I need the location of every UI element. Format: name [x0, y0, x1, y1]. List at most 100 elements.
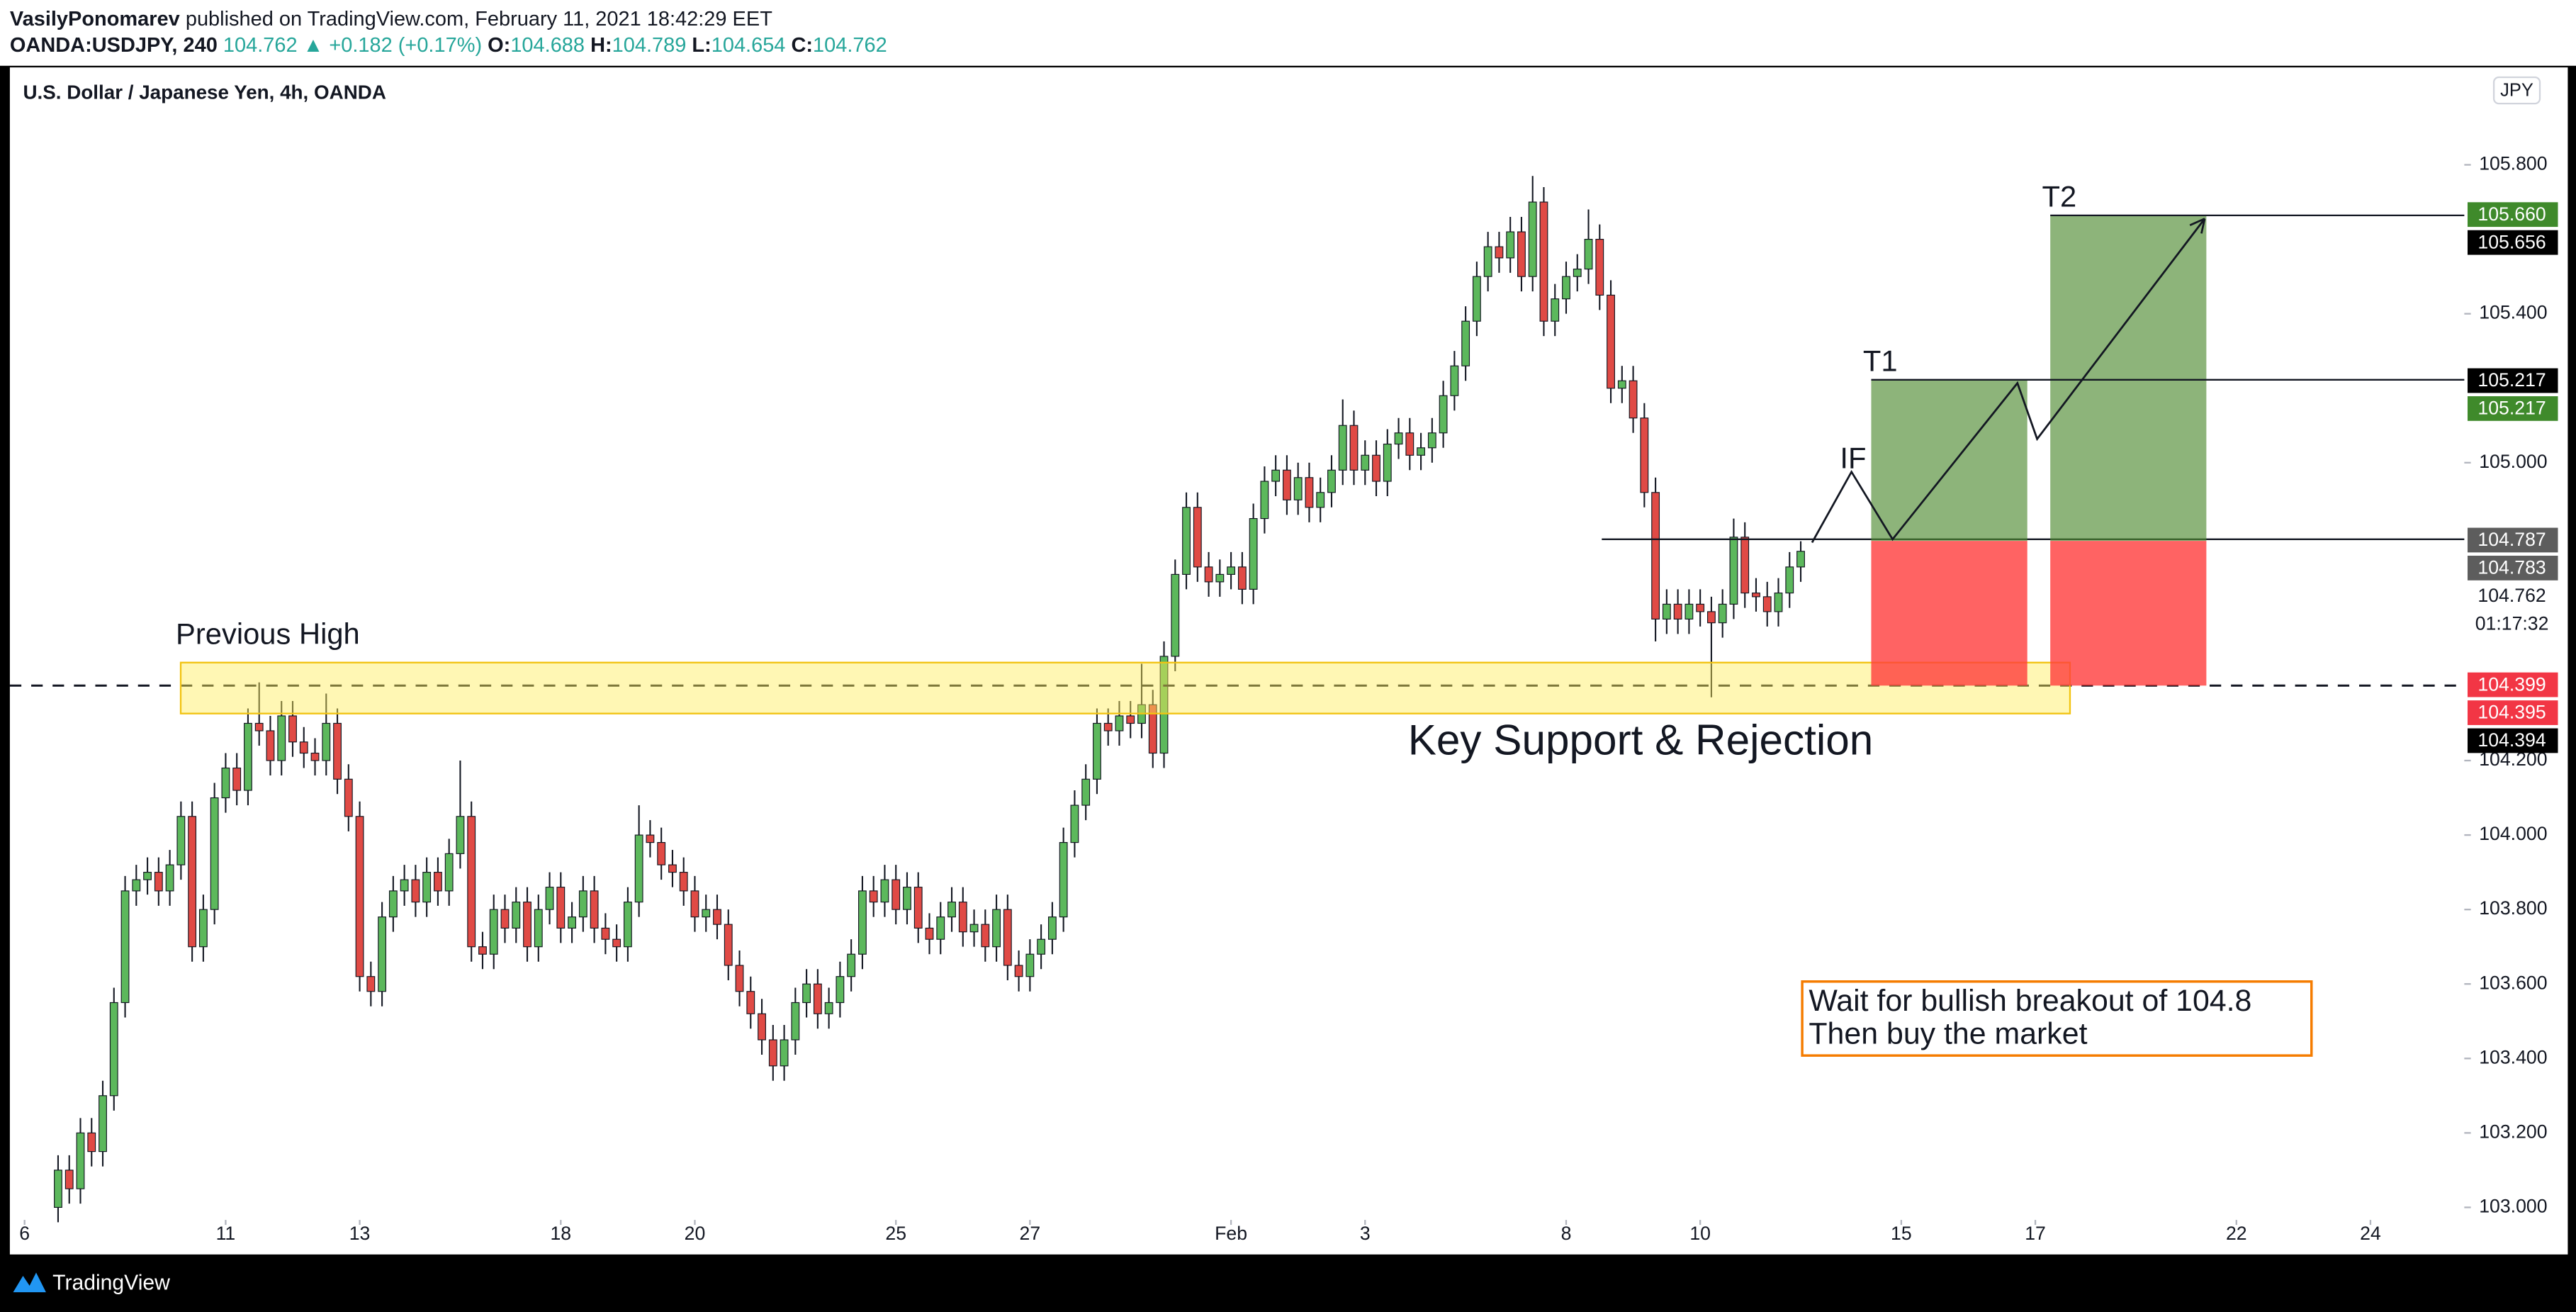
candle-body	[456, 816, 465, 854]
candle-body	[1450, 365, 1459, 396]
candle-body	[1506, 231, 1515, 259]
candle-body	[1305, 477, 1314, 508]
candle-body	[355, 816, 364, 977]
candle-body	[143, 872, 152, 880]
price-tag-bg	[2467, 728, 2558, 753]
candle-body	[1316, 492, 1325, 508]
candle-body	[880, 879, 889, 903]
candle-body	[1684, 603, 1694, 619]
candle-body	[1439, 395, 1448, 434]
candle-body	[1551, 298, 1560, 322]
candle-body	[109, 1002, 118, 1097]
last-price: 104.762	[223, 34, 298, 57]
candle-body	[578, 890, 587, 918]
candle-body	[813, 983, 822, 1014]
candle-body	[1237, 566, 1247, 590]
price-tag-bg	[2467, 700, 2558, 725]
candle-body	[1361, 454, 1370, 471]
candle-body	[780, 1039, 789, 1067]
candle-body	[836, 976, 845, 1004]
candle-body	[523, 902, 531, 948]
candle-body	[1629, 380, 1638, 419]
candle-body	[1718, 603, 1727, 624]
candle-body	[746, 991, 755, 1014]
candle-body	[724, 924, 733, 966]
candle-body	[936, 916, 945, 940]
candle-body	[1640, 417, 1649, 493]
previous-high-label: Previous High	[176, 617, 360, 651]
candle-body	[444, 853, 454, 892]
candle-body	[1148, 704, 1157, 754]
candle-body	[1293, 477, 1303, 500]
x-tick-label: 15	[1891, 1223, 1912, 1244]
x-tick-label: 6	[19, 1223, 30, 1244]
candle-body	[422, 872, 432, 903]
candle-body	[322, 722, 331, 761]
candle-body	[333, 722, 342, 780]
candle-body	[892, 879, 901, 910]
candle-body	[1785, 566, 1794, 594]
price-tag: 105.656	[2477, 231, 2546, 252]
candle-body	[288, 715, 297, 743]
candle-body	[1417, 447, 1425, 456]
candle-body	[400, 879, 409, 892]
candle-body	[165, 864, 174, 892]
candle-body	[512, 902, 521, 929]
support-zone	[179, 661, 2071, 714]
candle-body	[1472, 276, 1481, 322]
h-label: H:	[590, 34, 612, 57]
y-tick-label: 105.000	[2479, 451, 2547, 472]
x-tick-label: 17	[2025, 1223, 2046, 1244]
symbol: OANDA:USDJPY, 240	[10, 34, 218, 57]
candle-body	[668, 864, 677, 873]
price-tag: 104.399	[2477, 673, 2546, 695]
candle-body	[992, 909, 1001, 948]
l-label: L:	[692, 34, 711, 57]
candle-body	[925, 927, 934, 940]
brand: TradingView	[52, 1272, 170, 1295]
currency: JPY	[2500, 80, 2533, 100]
candle-body	[1707, 611, 1716, 624]
candle-body	[1025, 953, 1035, 977]
candle-body	[434, 872, 442, 892]
candle-body	[500, 909, 510, 929]
candle-body	[758, 1013, 766, 1041]
candle-body	[1662, 603, 1671, 619]
candle-body	[903, 887, 911, 910]
publish-line: VasilyPonomarev published on TradingView…	[10, 7, 772, 30]
candle-body	[1115, 715, 1124, 731]
candle-body	[366, 976, 376, 992]
candle-body	[299, 741, 308, 754]
t1-profit-zone	[1871, 379, 2027, 542]
candle-body	[791, 1002, 800, 1041]
candle-body	[1126, 715, 1135, 724]
candle-body	[210, 797, 219, 910]
y-tick-label: 105.400	[2479, 302, 2547, 323]
price-tag-bg	[2467, 556, 2558, 581]
candle-body	[690, 890, 699, 918]
candle-body	[344, 778, 353, 817]
candle-body	[768, 1039, 777, 1067]
price-tag: 105.660	[2477, 203, 2546, 225]
published: published on TradingView.com, February 1…	[186, 7, 772, 30]
candle-body	[1204, 566, 1213, 583]
candle-body	[1338, 425, 1347, 471]
change: ▲ +0.182 (+0.17%)	[303, 34, 482, 57]
candle-body	[1037, 938, 1046, 955]
y-tick-label: 103.200	[2479, 1121, 2547, 1142]
x-tick-label: 24	[2360, 1223, 2381, 1244]
candle-body	[1260, 481, 1269, 520]
low: 104.654	[712, 34, 786, 57]
candle-body	[244, 722, 252, 791]
candle-body	[1271, 469, 1281, 482]
price-tag-bg	[2467, 230, 2558, 255]
candle-body	[1215, 573, 1225, 583]
x-tick-label: 13	[349, 1223, 371, 1244]
candle-body	[1003, 909, 1012, 966]
price-tag-bg	[2467, 202, 2558, 228]
candle-body	[802, 983, 811, 1004]
if-label: IF	[1840, 441, 1866, 474]
candle-body	[1729, 537, 1738, 605]
candle-body	[958, 902, 967, 933]
candle-body	[1383, 443, 1392, 482]
